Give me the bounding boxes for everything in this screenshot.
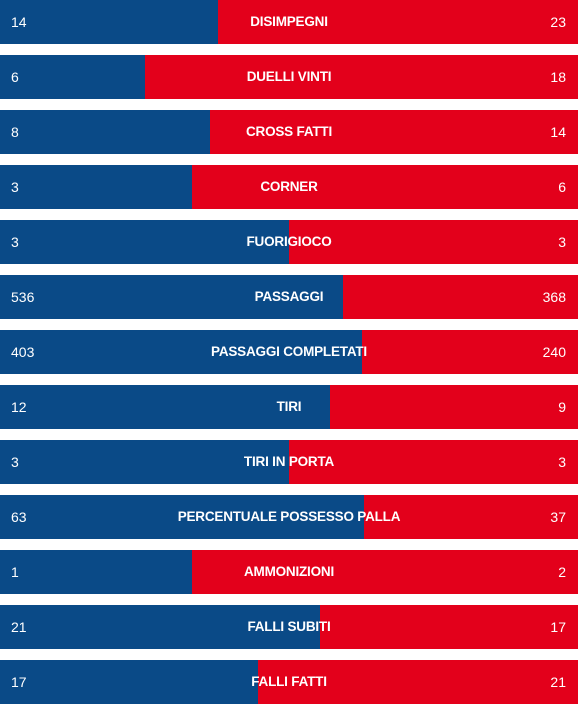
away-bar [320,605,578,649]
stat-row-ammonizioni: 1 AMMONIZIONI 2 [0,550,578,594]
stat-label: DISIMPEGNI [250,14,328,29]
home-value: 21 [11,619,27,635]
stat-row-cross-fatti: 8 CROSS FATTI 14 [0,110,578,154]
stat-row-disimpegni: 14 DISIMPEGNI 23 [0,0,578,44]
stat-row-passaggi-completati: 403 PASSAGGI COMPLETATI 240 [0,330,578,374]
home-value: 14 [11,14,27,30]
stat-label: CORNER [260,179,318,194]
stat-row-fuorigioco: 3 FUORIGIOCO 3 [0,220,578,264]
home-value: 12 [11,399,27,415]
stat-row-falli-fatti: 17 FALLI FATTI 21 [0,660,578,704]
home-value: 403 [11,344,35,360]
home-value: 3 [11,454,19,470]
home-bar [0,330,362,374]
away-value: 14 [550,124,566,140]
stat-row-corner: 3 CORNER 6 [0,165,578,209]
away-bar [364,495,578,539]
away-value: 6 [558,179,566,195]
stat-row-percentuale-possesso-palla: 63 PERCENTUALE POSSESSO PALLA 37 [0,495,578,539]
stat-row-falli-subiti: 21 FALLI SUBITI 17 [0,605,578,649]
away-bar [218,0,578,44]
away-value: 21 [550,674,566,690]
stat-label: AMMONIZIONI [243,564,335,579]
stat-label: FALLI FATTI [251,674,327,689]
stat-label: FALLI SUBITI [247,619,331,634]
away-value: 368 [542,289,566,305]
home-value: 6 [11,69,19,85]
stat-label: PERCENTUALE POSSESSO PALLA [177,509,401,524]
home-bar [0,165,192,209]
stat-label: FUORIGIOCO [246,234,332,249]
home-value: 536 [11,289,35,305]
away-value: 3 [558,234,566,250]
home-bar [0,440,289,484]
home-bar [0,55,145,99]
home-bar [0,660,258,704]
stat-label: CROSS FATTI [245,124,333,139]
stat-label: TIRI IN PORTA [243,454,335,469]
home-bar [0,550,192,594]
away-value: 23 [550,14,566,30]
stat-label: DUELLI VINTI [246,69,332,84]
stat-row-tiri-in-porta: 3 TIRI IN PORTA 3 [0,440,578,484]
stat-row-tiri: 12 TIRI 9 [0,385,578,429]
home-value: 8 [11,124,19,140]
home-bar [0,385,330,429]
away-bar [192,165,578,209]
away-bar [289,440,578,484]
away-value: 17 [550,619,566,635]
away-value: 9 [558,399,566,415]
home-value: 1 [11,564,19,580]
away-bar [145,55,578,99]
home-value: 17 [11,674,27,690]
home-value: 3 [11,179,19,195]
home-bar [0,495,364,539]
home-value: 3 [11,234,19,250]
stat-label: TIRI [276,399,302,414]
away-bar [210,110,578,154]
home-bar [0,220,289,264]
home-bar [0,0,218,44]
away-value: 240 [542,344,566,360]
away-bar [289,220,578,264]
stat-label: PASSAGGI COMPLETATI [211,344,367,359]
away-value: 18 [550,69,566,85]
away-value: 37 [550,509,566,525]
stat-row-duelli-vinti: 6 DUELLI VINTI 18 [0,55,578,99]
home-bar [0,275,343,319]
away-bar [192,550,578,594]
away-bar [362,330,578,374]
stat-row-passaggi: 536 PASSAGGI 368 [0,275,578,319]
home-bar [0,110,210,154]
away-value: 2 [558,564,566,580]
home-bar [0,605,320,649]
away-bar [258,660,578,704]
away-bar [343,275,578,319]
away-bar [330,385,578,429]
home-value: 63 [11,509,27,525]
away-value: 3 [558,454,566,470]
stat-label: PASSAGGI [254,289,324,304]
